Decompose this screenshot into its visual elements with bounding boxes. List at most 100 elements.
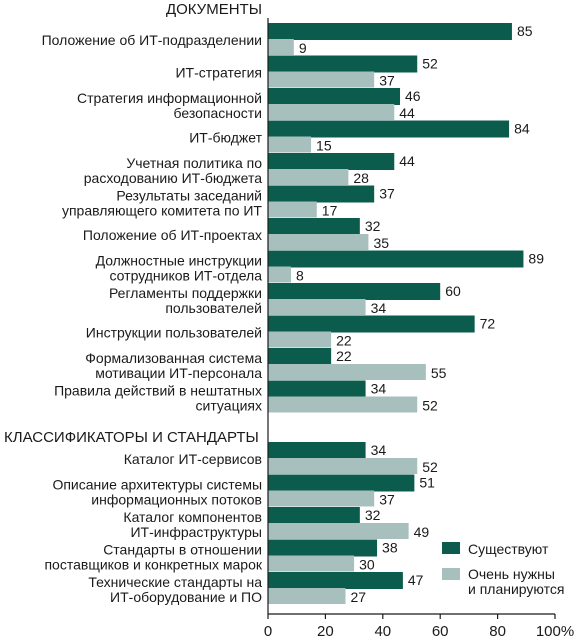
data-label-existing: 60	[445, 283, 461, 299]
bar-planned	[268, 71, 375, 88]
bar-planned	[268, 588, 346, 604]
bar-planned	[268, 266, 291, 283]
category-label: Регламенты поддержки	[109, 285, 262, 301]
bar-existing	[268, 539, 378, 557]
category-label: безопасности	[173, 105, 262, 121]
bar-planned	[268, 39, 294, 55]
data-label-existing: 46	[405, 88, 421, 104]
x-tick-label: 0	[264, 623, 272, 640]
bar-planned	[268, 104, 395, 120]
bar-existing	[268, 442, 366, 459]
bar-existing	[268, 23, 512, 40]
category-label: Положение об ИТ-проектах	[83, 227, 262, 243]
data-label-existing: 32	[365, 218, 381, 234]
x-tick-label: 20	[317, 623, 334, 640]
data-label-existing: 32	[365, 507, 381, 523]
bar-planned	[268, 555, 355, 572]
data-label-planned: 37	[379, 492, 395, 508]
legend-label-planned: Очень нужны	[468, 566, 555, 582]
bar-existing	[268, 315, 475, 333]
section-title: КЛАССИФИКАТОРЫ И СТАНДАРТЫ	[4, 429, 259, 446]
category-label: Положение об ИТ-подразделении	[42, 32, 262, 48]
x-tick-label: 40	[374, 623, 391, 640]
category-label: ИТ-бюджет	[189, 130, 262, 146]
data-label-existing: 52	[422, 56, 438, 72]
x-tick-label: 80	[489, 623, 506, 640]
data-label-existing: 89	[528, 251, 544, 267]
category-label: Правила действий в нештатных	[54, 383, 262, 399]
data-label-existing: 44	[399, 153, 415, 169]
bar-planned	[268, 490, 375, 507]
bar-existing	[268, 474, 415, 492]
bar-planned	[268, 364, 426, 380]
category-label: информационных потоков	[91, 492, 262, 508]
category-label: пользователей	[165, 300, 262, 316]
data-label-existing: 51	[419, 475, 435, 491]
bar-planned	[268, 169, 349, 185]
bar-planned	[268, 201, 317, 218]
legend-swatch-planned	[442, 568, 460, 580]
data-label-planned: 8	[296, 268, 304, 284]
category-label: Стандарты в отношении	[103, 542, 262, 558]
data-label-existing: 84	[514, 121, 530, 137]
category-label: Учетная политика по	[126, 155, 262, 171]
bar-existing	[268, 218, 360, 235]
legend-label-existing: Существуют	[468, 541, 549, 557]
data-label-planned: 49	[414, 524, 430, 540]
data-label-existing: 72	[480, 316, 496, 332]
category-label: ИТ-инфраструктуры	[130, 524, 262, 540]
bar-existing	[268, 153, 395, 170]
bar-planned	[268, 299, 366, 315]
data-label-existing: 34	[371, 442, 387, 458]
data-label-planned: 22	[336, 333, 352, 349]
data-label-existing: 34	[371, 381, 387, 397]
data-label-planned: 52	[422, 398, 438, 414]
data-label-planned: 27	[350, 589, 366, 605]
data-label-existing: 37	[379, 186, 395, 202]
data-label-existing: 38	[382, 540, 398, 556]
bar-existing	[268, 88, 401, 105]
category-label: ИТ-оборудование и ПО	[110, 589, 262, 605]
data-label-planned: 34	[371, 300, 387, 316]
category-label: Стратегия информационной	[77, 90, 262, 106]
data-label-planned: 35	[373, 235, 389, 251]
bar-planned	[268, 458, 418, 474]
category-label: управляющего комитета по ИТ	[62, 203, 262, 219]
category-label: Технические стандарты на	[88, 574, 262, 590]
data-label-planned: 15	[316, 138, 332, 154]
legend-label-planned: и планируются	[468, 581, 564, 597]
x-tick-label: 100%	[536, 623, 574, 640]
category-label: Должностные инструкции	[96, 253, 262, 269]
category-label: Описание архитектуры системы	[52, 477, 262, 493]
data-label-planned: 28	[353, 170, 369, 186]
data-label-existing: 85	[517, 23, 533, 39]
bar-existing	[268, 572, 403, 589]
bar-existing	[268, 185, 375, 203]
category-label: Инструкции пользователей	[86, 325, 262, 341]
category-label: Каталог компонентов	[123, 509, 262, 525]
bar-existing	[268, 283, 441, 300]
bar-planned	[268, 234, 369, 250]
category-label: расходованию ИТ-бюджета	[84, 170, 262, 186]
bar-existing	[268, 507, 360, 524]
bar-existing	[268, 348, 332, 365]
bar-planned	[268, 523, 409, 539]
bar-existing	[268, 120, 510, 138]
category-label: ситуациях	[196, 398, 262, 414]
data-label-planned: 9	[299, 40, 307, 56]
category-label: сотрудников ИТ-отдела	[110, 268, 263, 284]
category-label: Формализованная система	[85, 350, 262, 366]
bar-existing	[268, 55, 418, 73]
bar-planned	[268, 136, 312, 153]
category-label: поставщиков и конкретных марок	[44, 557, 262, 573]
data-label-planned: 55	[431, 365, 447, 381]
data-label-planned: 52	[422, 459, 438, 475]
legend-swatch-existing	[442, 542, 460, 554]
bar-planned	[268, 396, 418, 413]
category-label: мотивации ИТ-персонала	[95, 365, 262, 381]
category-label: Результаты заседаний	[116, 188, 262, 204]
category-label: ИТ-стратегия	[175, 65, 262, 81]
data-label-planned: 17	[322, 203, 338, 219]
x-tick-label: 60	[432, 623, 449, 640]
